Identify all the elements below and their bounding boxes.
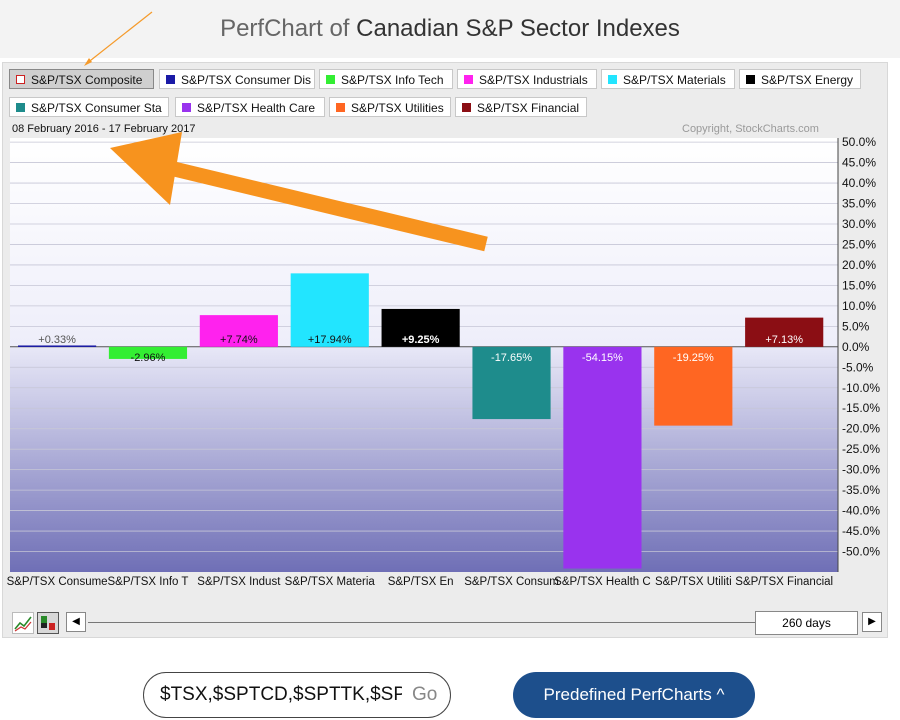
data-label: +0.33% — [38, 334, 76, 346]
legend-item-materials[interactable]: S&P/TSX Materials — [601, 69, 735, 89]
title-prefix: PerfChart of — [220, 15, 357, 42]
x-tick-label: S&P/TSX Indust — [197, 576, 281, 588]
legend-item-financial[interactable]: S&P/TSX Financial — [455, 97, 587, 117]
y-tick-label: -40.0% — [842, 504, 880, 518]
y-tick-label: 10.0% — [842, 299, 876, 313]
data-label: -17.65% — [491, 352, 532, 364]
legend-label: S&P/TSX Energy — [761, 73, 854, 87]
legend-swatch-info-tech — [326, 75, 335, 84]
data-label: -19.25% — [673, 352, 714, 364]
legend-label: S&P/TSX Utilities — [351, 101, 444, 115]
data-label: +9.25% — [402, 334, 440, 346]
scroll-track[interactable] — [88, 622, 758, 623]
data-label: +7.13% — [765, 334, 803, 346]
legend-label: S&P/TSX Health Care — [197, 101, 316, 115]
y-tick-label: -25.0% — [842, 442, 880, 456]
x-tick-label: S&P/TSX Info T — [107, 576, 188, 588]
bar — [290, 273, 369, 347]
y-tick-label: -45.0% — [842, 524, 880, 538]
scroll-left-button[interactable]: ◀ — [66, 612, 86, 632]
legend-label: S&P/TSX Financial — [477, 101, 580, 115]
y-tick-label: 15.0% — [842, 278, 876, 292]
scroll-right-button[interactable]: ▶ — [862, 612, 882, 632]
y-tick-label: 20.0% — [842, 258, 876, 272]
bar — [472, 346, 551, 420]
x-tick-label: S&P/TSX Materia — [285, 576, 376, 588]
legend-swatch-materials — [608, 75, 617, 84]
x-tick-label: S&P/TSX Financial — [735, 576, 833, 588]
copyright: Copyright, StockCharts.com — [682, 123, 819, 135]
legend-label: S&P/TSX Composite — [31, 73, 143, 87]
legend-swatch-utilities — [336, 103, 345, 112]
bar-chart-icon[interactable] — [37, 612, 59, 634]
y-tick-label: 25.0% — [842, 237, 876, 251]
bar — [18, 345, 97, 347]
legend-item-consumer-sta[interactable]: S&P/TSX Consumer Sta — [9, 97, 169, 117]
legend-item-energy[interactable]: S&P/TSX Energy — [739, 69, 861, 89]
period-days[interactable]: 260 days — [755, 611, 858, 635]
legend-label: S&P/TSX Consumer Sta — [31, 101, 162, 115]
x-tick-label: S&P/TSX Utiliti — [655, 576, 732, 588]
data-label: +7.74% — [220, 334, 258, 346]
data-label: -2.96% — [131, 352, 166, 364]
y-tick-label: -10.0% — [842, 381, 880, 395]
legend-item-utilities[interactable]: S&P/TSX Utilities — [329, 97, 451, 117]
legend-item-composite[interactable]: S&P/TSX Composite — [9, 69, 154, 89]
y-tick-label: -50.0% — [842, 545, 880, 559]
y-tick-label: 5.0% — [842, 319, 870, 333]
title-main: Canadian S&P Sector Indexes — [356, 15, 680, 42]
y-tick-label: 45.0% — [842, 156, 876, 170]
x-tick-label: S&P/TSX En — [388, 576, 454, 588]
legend-item-industrials[interactable]: S&P/TSX Industrials — [457, 69, 597, 89]
bar — [563, 346, 642, 569]
legend-label: S&P/TSX Industrials — [479, 73, 588, 87]
y-tick-label: 35.0% — [842, 197, 876, 211]
y-tick-label: -20.0% — [842, 422, 880, 436]
x-tick-label: S&P/TSX Consume — [7, 576, 108, 588]
y-tick-label: -35.0% — [842, 483, 880, 497]
bar — [199, 315, 278, 347]
x-tick-label: S&P/TSX Consum — [464, 576, 559, 588]
legend-item-health-care[interactable]: S&P/TSX Health Care — [175, 97, 325, 117]
perf-bar-chart: 50.0% 45.0% 40.0% 35.0% 30.0% 25.0% 20.0% 15.0%… — [7, 135, 881, 588]
legend-label: S&P/TSX Info Tech — [341, 73, 444, 87]
y-tick-label: 50.0% — [842, 135, 876, 149]
y-tick-label: 0.0% — [842, 340, 870, 354]
legend-swatch-financial — [462, 103, 471, 112]
legend-swatch-composite — [16, 75, 25, 84]
legend-item-info-tech[interactable]: S&P/TSX Info Tech — [319, 69, 453, 89]
legend-label: S&P/TSX Consumer Dis — [181, 73, 312, 87]
legend-swatch-energy — [746, 75, 755, 84]
data-label: +17.94% — [308, 334, 352, 346]
date-range: 08 February 2016 - 17 February 2017 — [12, 123, 196, 135]
symbols-input[interactable]: $TSX,$SPTCD,$SPTTK,$SP Go — [143, 672, 451, 718]
predefined-perfcharts-button[interactable]: Predefined PerfCharts ^ — [513, 672, 755, 718]
bar — [381, 308, 460, 347]
legend-swatch-industrials — [464, 75, 473, 84]
bar — [654, 346, 733, 426]
legend-swatch-consumer-dis — [166, 75, 175, 84]
legend-swatch-health-care — [182, 103, 191, 112]
line-chart-icon[interactable] — [12, 612, 34, 634]
legend-item-consumer-dis[interactable]: S&P/TSX Consumer Dis — [159, 69, 315, 89]
legend-label: S&P/TSX Materials — [623, 73, 726, 87]
y-tick-label: -5.0% — [842, 360, 874, 374]
y-tick-label: -30.0% — [842, 463, 880, 477]
y-tick-label: -15.0% — [842, 401, 880, 415]
y-tick-label: 30.0% — [842, 217, 876, 231]
go-button[interactable]: Go — [412, 684, 438, 705]
symbols-input-value[interactable]: $TSX,$SPTCD,$SPTTK,$SP — [160, 684, 402, 705]
bar — [108, 346, 188, 359]
x-tick-label: S&P/TSX Health C — [554, 576, 651, 588]
bar — [745, 317, 824, 347]
legend-swatch-consumer-sta — [16, 103, 25, 112]
y-tick-label: 40.0% — [842, 176, 876, 190]
data-label: -54.15% — [582, 352, 623, 364]
